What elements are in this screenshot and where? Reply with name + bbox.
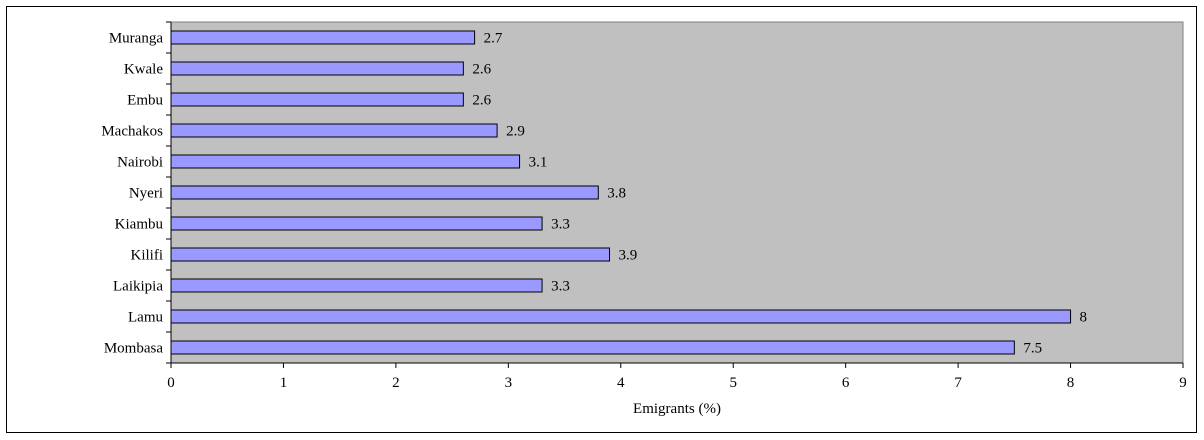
- y-tick-label: Mombasa: [104, 341, 164, 357]
- x-tick-label: 8: [1067, 375, 1075, 391]
- bar: [170, 185, 599, 200]
- y-tick-label: Laikipia: [113, 279, 163, 295]
- data-label: 3.3: [551, 217, 570, 233]
- bar: [170, 247, 611, 262]
- bar: [170, 278, 543, 293]
- data-label: 3.8: [607, 186, 626, 202]
- y-tick-label: Nyeri: [129, 186, 163, 202]
- x-tick-label: 9: [1179, 375, 1187, 391]
- x-tick-label: 7: [954, 375, 962, 391]
- x-tick-label: 6: [842, 375, 850, 391]
- x-tick-label: 2: [392, 375, 400, 391]
- bar: [170, 154, 521, 169]
- x-tick-label: 3: [505, 375, 513, 391]
- bar: [170, 123, 498, 138]
- data-label: 3.9: [619, 248, 638, 264]
- y-tick-label: Lamu: [128, 310, 163, 326]
- y-tick-label: Kilifi: [131, 248, 164, 264]
- x-tick-label: 1: [280, 375, 288, 391]
- data-label: 3.3: [551, 279, 570, 295]
- x-tick-label: 0: [167, 375, 175, 391]
- bars: [170, 30, 1072, 355]
- data-label: 3.1: [529, 155, 548, 171]
- y-tick-label: Embu: [127, 93, 163, 109]
- data-label: 8: [1080, 310, 1088, 326]
- data-label: 2.7: [484, 31, 503, 47]
- bar: [170, 216, 543, 231]
- y-tick-label: Nairobi: [117, 155, 163, 171]
- x-axis: 0 1 2 3 4 5 6 7 8 9: [167, 362, 1187, 391]
- bar: [170, 61, 464, 76]
- y-tick-label: Muranga: [109, 31, 163, 47]
- data-label: 2.6: [472, 93, 491, 109]
- x-tick-label: 4: [617, 375, 625, 391]
- data-label: 7.5: [1023, 341, 1042, 357]
- value-labels: 2.7 2.6 2.6 2.93.1 3.8 3.3 3.9 3.3 8 7.5: [472, 31, 1087, 357]
- y-tick-label: Machakos: [101, 124, 163, 140]
- bar: [170, 30, 476, 45]
- bar: [170, 340, 1015, 355]
- y-tick-label: Kwale: [124, 62, 163, 78]
- y-axis: Muranga Kwale Embu Machakos Nairobi Nyeri Kiam…: [101, 21, 172, 364]
- data-label: 2.9: [506, 124, 525, 140]
- data-label: 2.6: [472, 62, 491, 78]
- x-tick-label: 5: [729, 375, 737, 391]
- y-tick-label: Kiambu: [115, 217, 164, 233]
- bar: [170, 309, 1072, 324]
- x-axis-title: Emigrants (%): [633, 401, 721, 417]
- bar: [170, 92, 464, 107]
